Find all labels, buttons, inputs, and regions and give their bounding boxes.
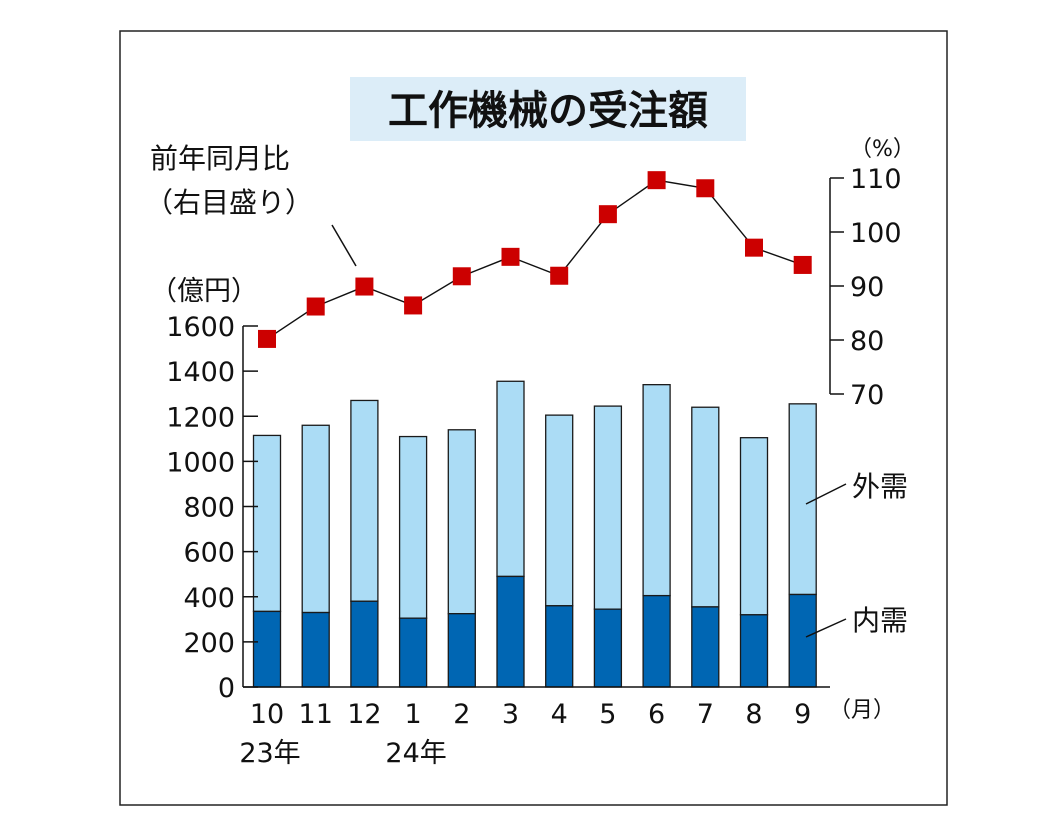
bar-outer-3	[496, 380, 525, 578]
ratio-marker-5	[598, 205, 617, 224]
bar-inner-5	[593, 608, 623, 688]
x-tick-label: 5	[599, 699, 616, 730]
left-tick-label: 200	[183, 628, 235, 659]
ratio-marker-4	[550, 266, 569, 285]
bar-outer-7	[691, 406, 720, 608]
inner-demand-leader	[805, 618, 847, 638]
outer-demand-label: 外需	[852, 470, 908, 503]
bar-outer-8	[739, 437, 769, 616]
right-tick-label: 110	[850, 164, 902, 195]
bar-outer-9	[788, 403, 817, 596]
ratio-marker-11	[306, 297, 325, 316]
ratio-label-leader	[331, 224, 357, 267]
bar-outer-2	[447, 429, 476, 615]
x-tick-label: 3	[502, 699, 519, 730]
bar-inner-8	[739, 614, 769, 688]
ratio-marker-3	[501, 247, 520, 266]
ratio-marker-1	[404, 296, 423, 315]
left-axis-unit: （億円）	[150, 276, 258, 307]
ratio-marker-9	[793, 255, 812, 274]
x-tick-label: 11	[299, 699, 333, 730]
left-axis: 0 200 400 600 800 1000 1200 1400 1600 （億円）	[150, 276, 258, 704]
right-axis-unit: （%）	[850, 137, 915, 162]
right-axis: 70 80 90 100 110（%）	[829, 137, 915, 411]
bar-inner-3	[496, 575, 525, 688]
x-tick-label: 7	[697, 699, 714, 730]
ratio-line-layer	[258, 171, 812, 348]
ratio-marker-10	[258, 329, 276, 348]
left-tick-label: 1000	[166, 447, 235, 478]
ratio-label-line2: （右目盛り）	[145, 186, 313, 219]
x-tick-label: 4	[551, 699, 568, 730]
bar-inner-12	[350, 600, 379, 688]
ratio-label-line1: 前年同月比	[150, 142, 290, 175]
bar-inner-7	[691, 606, 720, 688]
right-tick-label: 80	[850, 326, 884, 357]
right-tick-label: 90	[850, 272, 884, 303]
outer-demand-leader	[805, 483, 847, 505]
x-tick-label: 9	[794, 699, 811, 730]
bar-outer-1	[398, 435, 428, 619]
left-tick-label: 1600	[166, 312, 235, 343]
left-tick-label: 400	[183, 583, 235, 614]
right-tick-label: 100	[850, 218, 902, 249]
ratio-marker-8	[745, 238, 763, 257]
left-tick-label: 600	[183, 538, 235, 569]
x-tick-label: 10	[250, 699, 284, 730]
bar-outer-10	[252, 434, 282, 613]
bar-inner-6	[642, 594, 671, 688]
bars-layer	[252, 380, 817, 688]
x-axis-unit: （月）	[829, 698, 895, 723]
year-label: 24年	[385, 738, 446, 769]
x-tick-label: 2	[453, 699, 470, 730]
bar-outer-4	[545, 414, 574, 607]
x-tick-label: 8	[745, 699, 762, 730]
inner-demand-label: 内需	[852, 604, 908, 637]
bar-outer-12	[350, 399, 379, 602]
ratio-marker-2	[452, 267, 471, 286]
ratio-marker-12	[355, 277, 374, 296]
left-tick-label: 1200	[166, 402, 235, 433]
bar-inner-4	[545, 605, 574, 688]
year-label: 23年	[239, 738, 300, 769]
bar-inner-10	[252, 610, 282, 688]
bar-inner-1	[398, 617, 428, 688]
bar-inner-2	[447, 613, 476, 688]
left-tick-label: 800	[183, 493, 235, 524]
bar-inner-9	[788, 593, 817, 688]
bar-inner-11	[301, 611, 330, 688]
right-tick-label: 70	[850, 380, 884, 411]
bar-outer-6	[642, 384, 671, 597]
ratio-marker-6	[647, 171, 666, 190]
bar-outer-11	[301, 424, 330, 614]
ratio-marker-7	[696, 179, 715, 198]
chart-title: 工作機械の受注額	[388, 88, 708, 134]
left-tick-label: 1400	[166, 357, 235, 388]
title-background	[350, 77, 746, 141]
x-tick-label: 12	[347, 699, 381, 730]
x-tick-label: 1	[405, 699, 422, 730]
x-tick-label: 6	[648, 699, 665, 730]
bar-outer-5	[593, 405, 623, 610]
left-tick-label: 0	[218, 673, 235, 704]
